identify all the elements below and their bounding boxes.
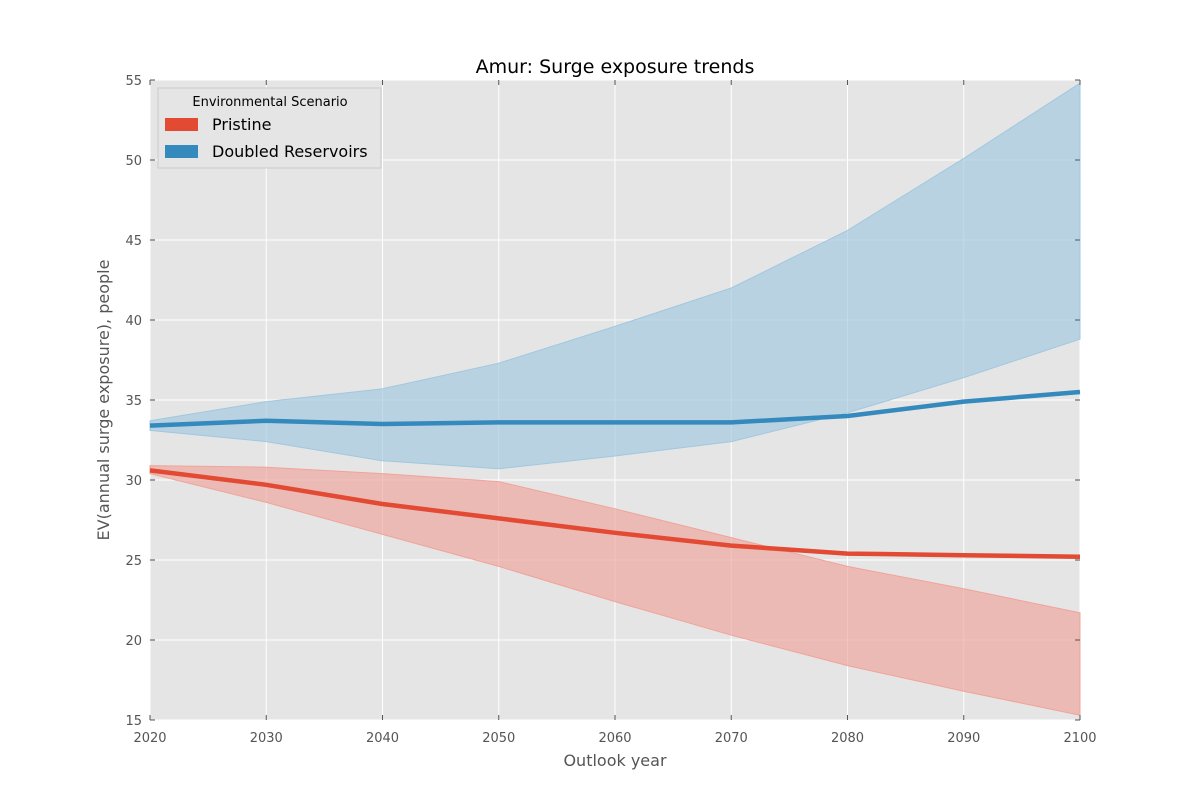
x-tick-label: 2040 (366, 731, 399, 746)
line-pristine (149, 468, 1081, 560)
band-doubled-reservoirs (149, 82, 1081, 470)
y-tick-label: 25 (125, 554, 142, 569)
y-tick-label: 15 (125, 714, 142, 729)
line-doubled-reservoirs (149, 389, 1081, 428)
x-tick-label: 2090 (947, 731, 980, 746)
x-tick-label: 2100 (1063, 731, 1096, 746)
y-tick-label: 35 (125, 394, 142, 409)
legend-swatch-pristine (165, 118, 198, 131)
legend-swatch-doubled-reservoirs (165, 145, 198, 158)
x-tick-label: 2070 (715, 731, 748, 746)
x-tick-label: 2020 (133, 731, 166, 746)
tick-marks (149, 79, 1081, 721)
x-tick-label: 2050 (482, 731, 515, 746)
legend-label-doubled-reservoirs: Doubled Reservoirs (212, 142, 368, 161)
x-tick-labels: 2020 2030 2040 2050 2060 2070 2080 2090 2100 (133, 731, 1096, 746)
series-lines (149, 389, 1081, 560)
y-tick-label: 45 (125, 234, 142, 249)
y-tick-label: 50 (125, 154, 142, 169)
y-tick-labels: 15 20 25 30 35 40 45 50 55 (125, 74, 142, 729)
legend: Environmental Scenario Pristine Doubled R… (157, 87, 382, 169)
legend-label-pristine: Pristine (212, 115, 271, 134)
x-axis-label: Outlook year (563, 751, 667, 770)
legend-items: Pristine Doubled Reservoirs (165, 115, 368, 161)
y-tick-label: 20 (125, 634, 142, 649)
x-tick-label: 2080 (831, 731, 864, 746)
x-tick-label: 2060 (598, 731, 631, 746)
y-tick-label: 30 (125, 474, 142, 489)
y-tick-label: 40 (125, 314, 142, 329)
x-tick-label: 2030 (250, 731, 283, 746)
chart-title: Amur: Surge exposure trends (476, 56, 755, 78)
y-tick-label: 55 (125, 74, 142, 89)
y-axis-label: EV(annual surge exposure), people (94, 260, 113, 541)
legend-title: Environmental Scenario (192, 95, 347, 110)
